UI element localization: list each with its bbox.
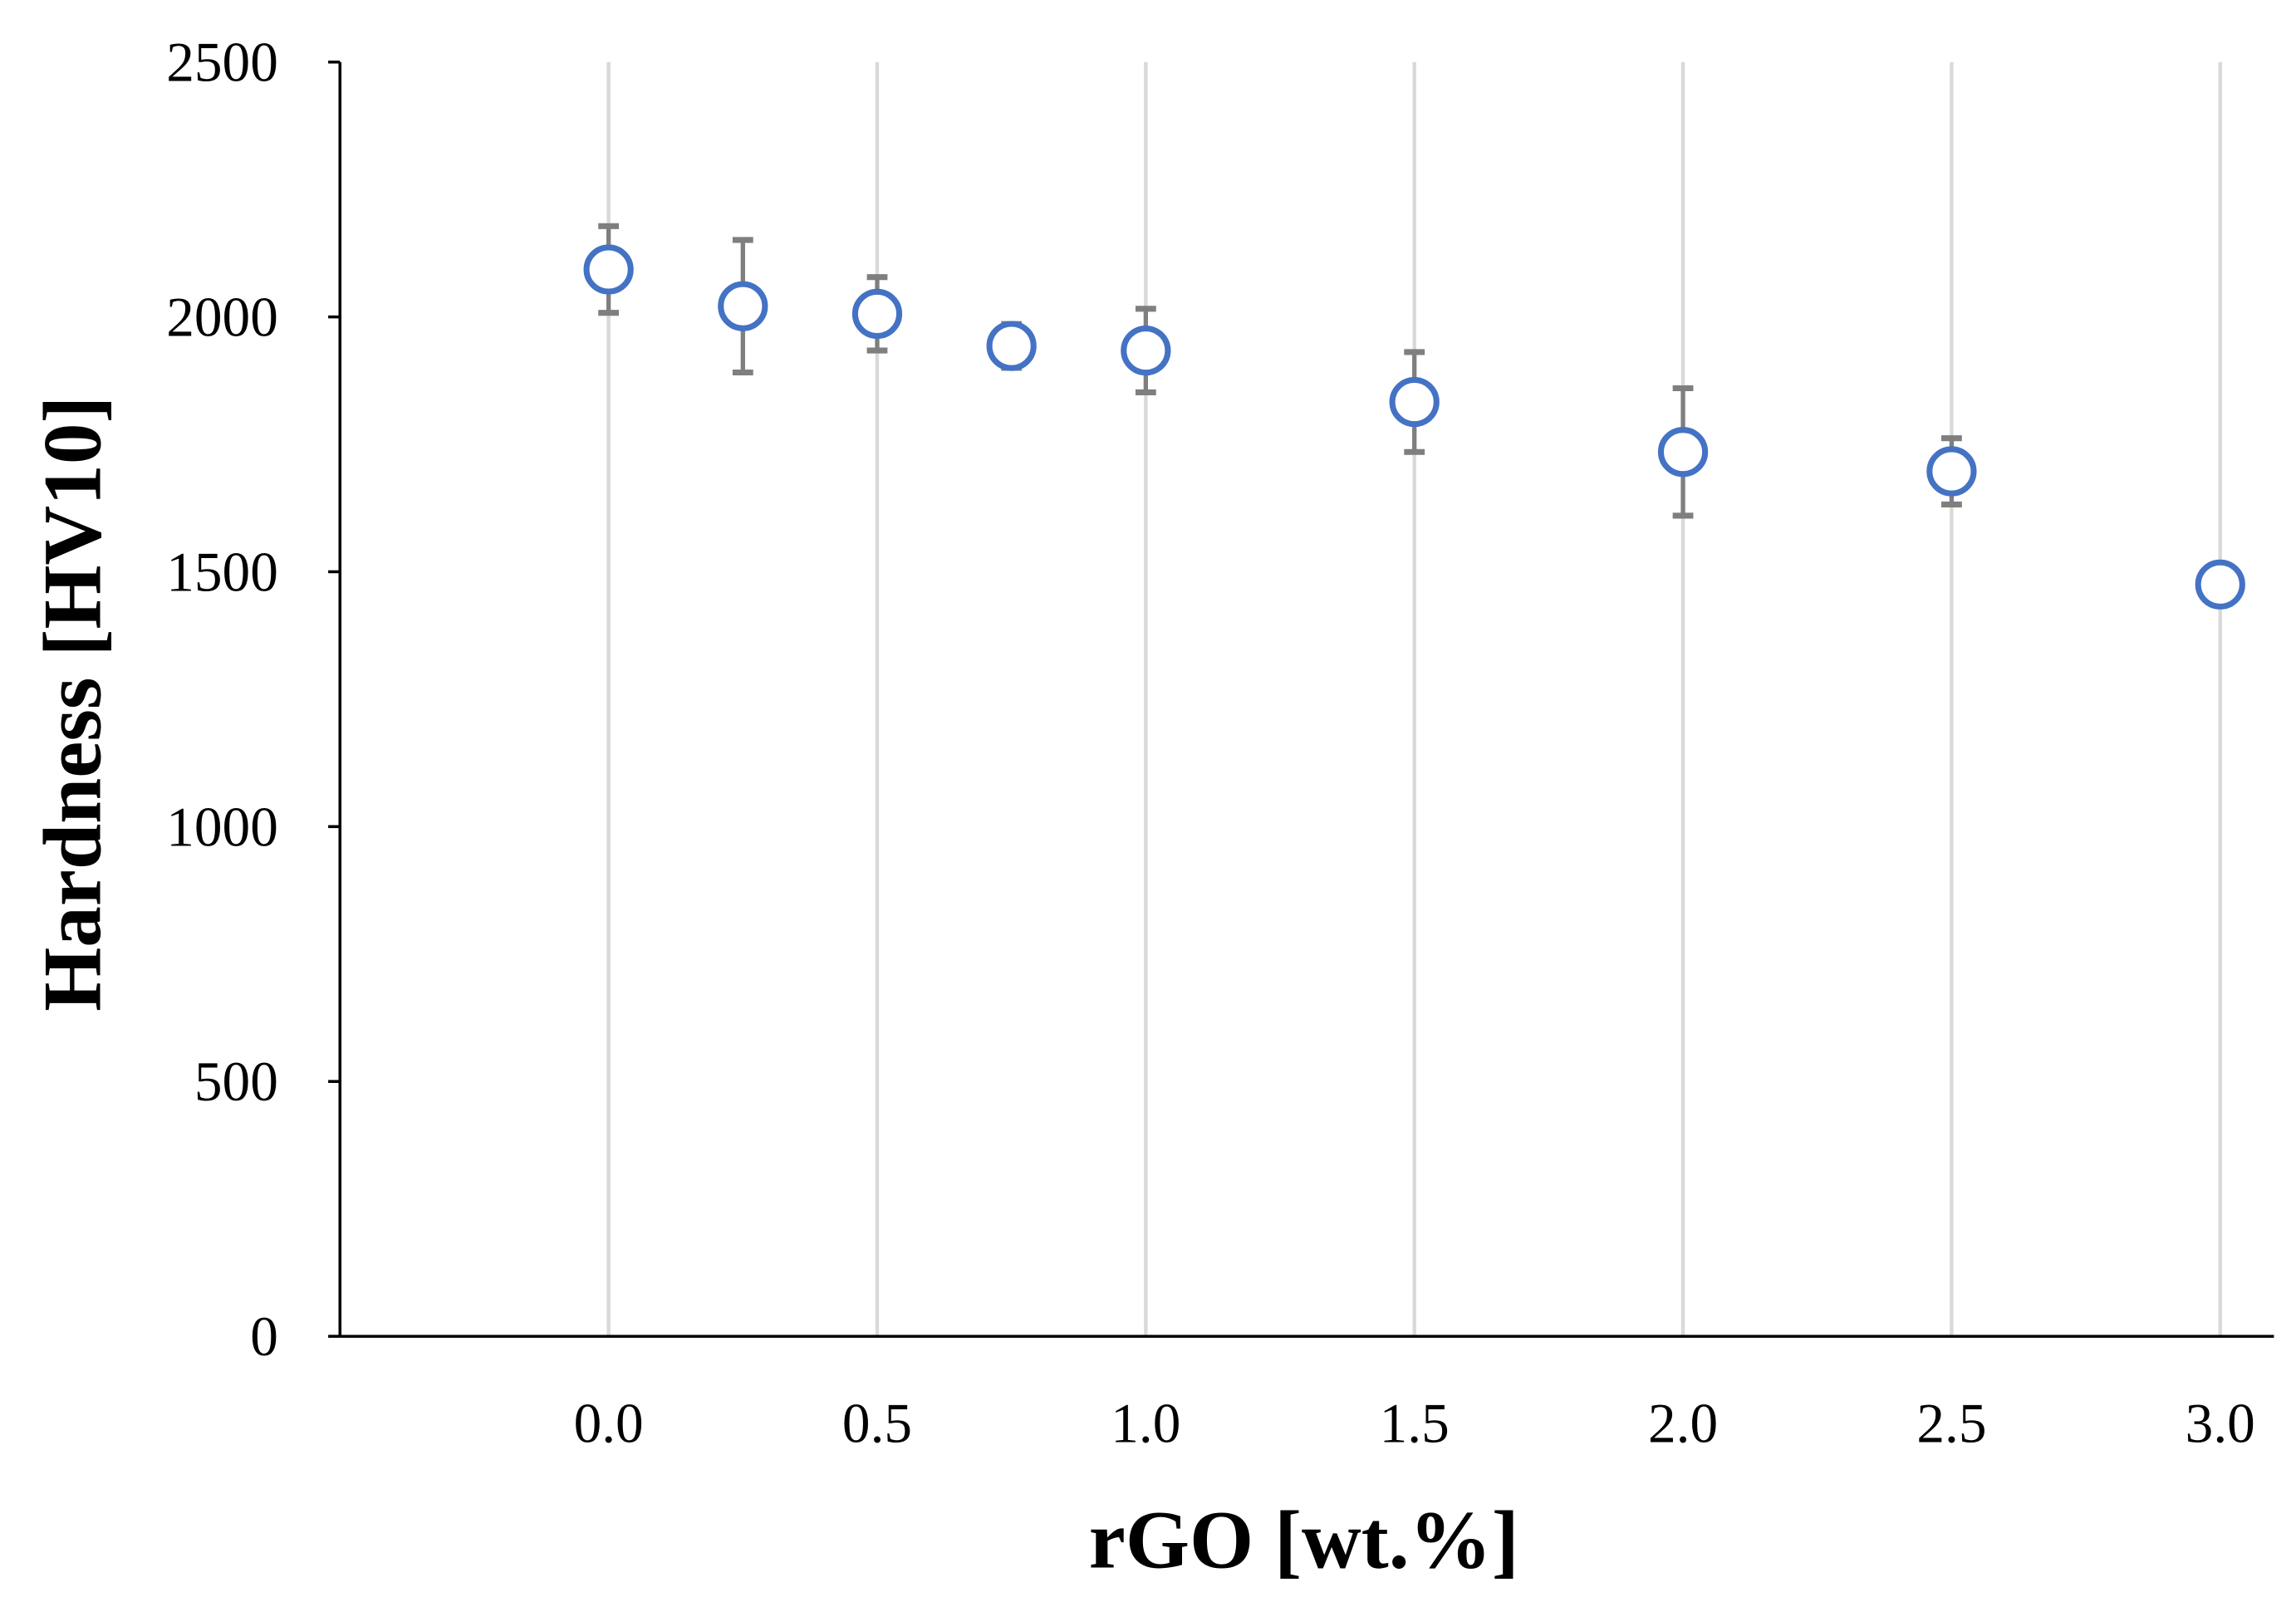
x-tick-label: 0.5	[842, 1393, 912, 1455]
data-points	[583, 223, 2245, 610]
data-point	[986, 321, 1037, 371]
data-point	[2195, 559, 2245, 610]
y-tick-label: 500	[194, 1051, 278, 1113]
x-tick-label: 3.0	[2186, 1393, 2255, 1455]
x-tick-label: 1.5	[1380, 1393, 1450, 1455]
data-point	[1657, 427, 1709, 478]
gridlines	[606, 61, 2222, 1337]
x-tick-label: 2.5	[1916, 1393, 1986, 1455]
y-tick-label: 2500	[166, 32, 278, 94]
y-tick-label: 0	[250, 1306, 278, 1368]
x-tick-label: 1.0	[1111, 1393, 1180, 1455]
y-tick-label: 1500	[166, 541, 278, 603]
y-tick-labels: 0 500 1000 1500 2000 2500	[166, 32, 278, 1368]
x-axis-title: rGO [wt.%]	[1089, 1495, 1519, 1585]
axes	[328, 60, 2274, 1338]
y-tick-label: 1000	[166, 796, 278, 858]
y-axis-title: Hardness [HV10]	[27, 396, 118, 1012]
data-point	[718, 281, 768, 331]
x-tick-label: 2.0	[1648, 1393, 1718, 1455]
data-point	[1926, 446, 1977, 497]
y-tick-label: 2000	[166, 287, 278, 349]
data-point	[1121, 325, 1171, 376]
data-point	[851, 288, 903, 340]
x-tick-labels: 0.0 0.5 1.0 1.5 2.0 2.5 3.0	[574, 1393, 2255, 1455]
data-point	[583, 244, 634, 295]
x-tick-label: 0.0	[574, 1393, 644, 1455]
data-point	[1389, 376, 1440, 428]
